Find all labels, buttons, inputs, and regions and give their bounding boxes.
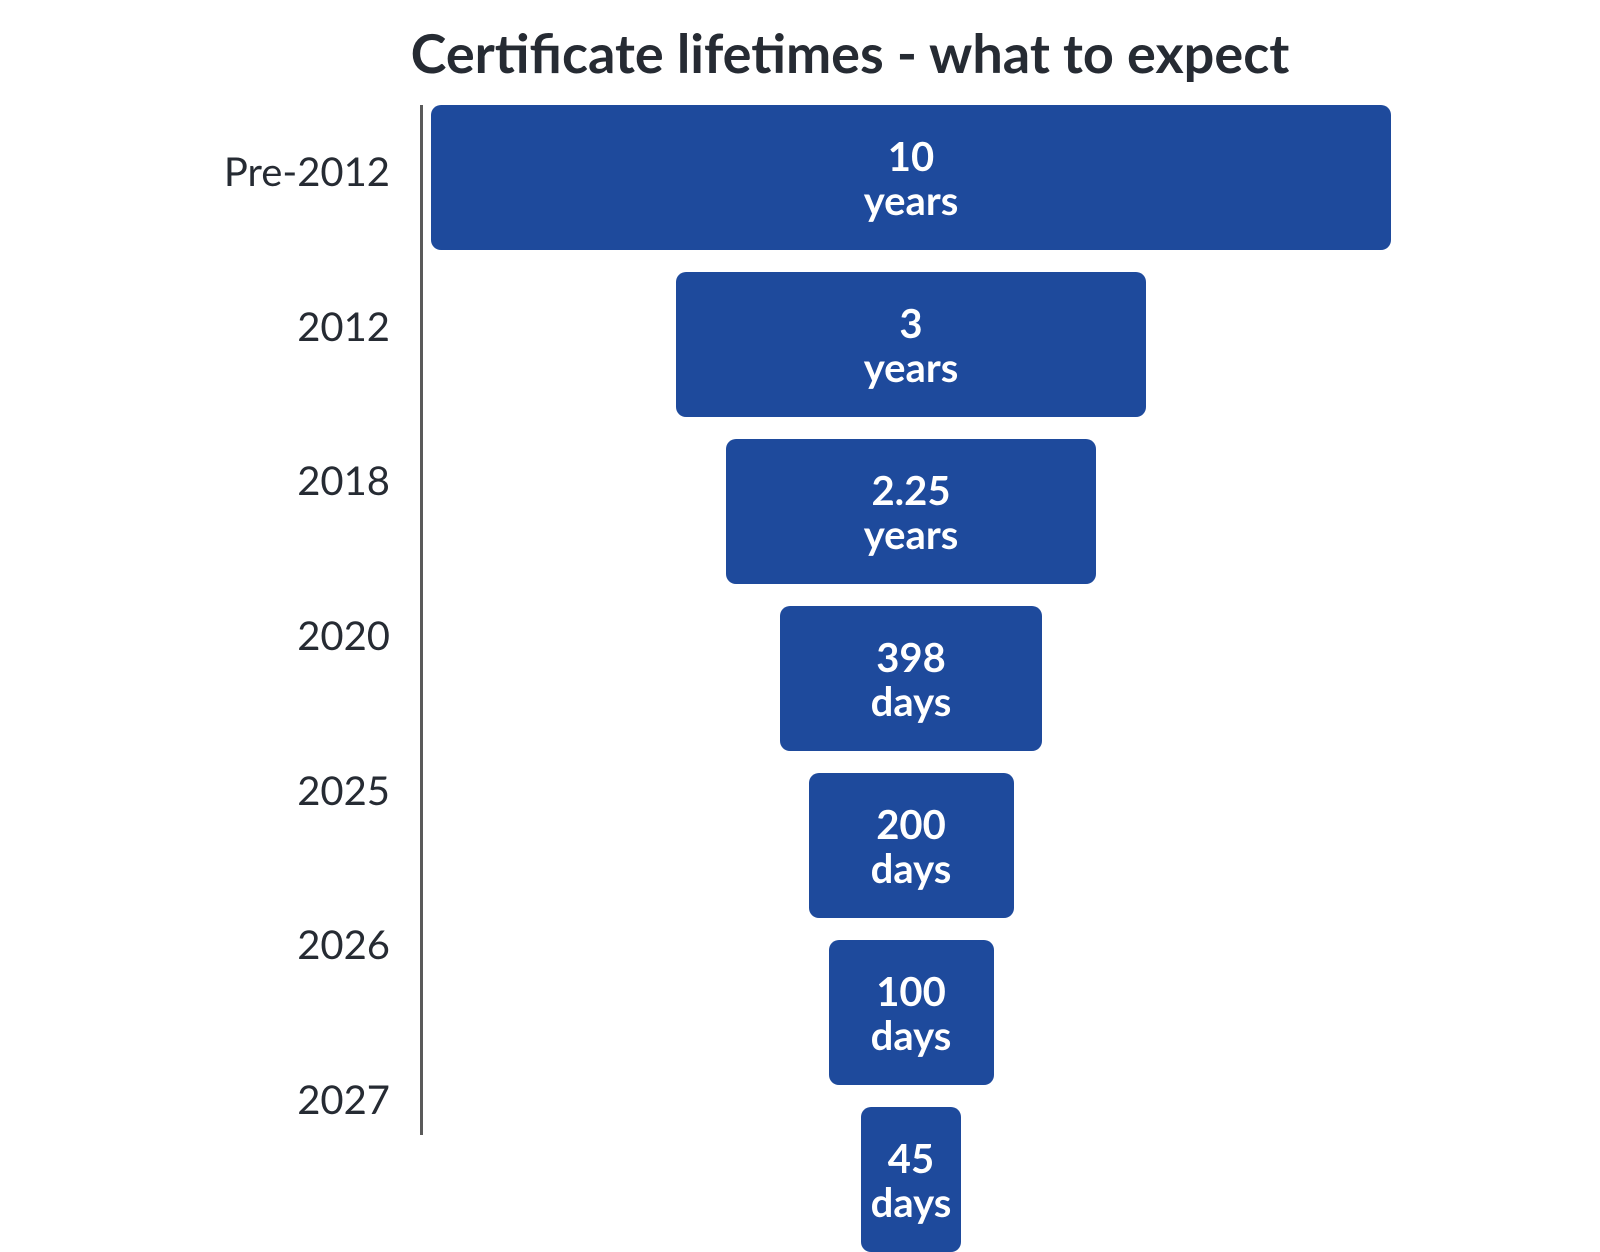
funnel-bar: 10years: [431, 105, 1391, 250]
y-axis-label: 2020: [297, 569, 390, 702]
bars-column: 10years3years2.25years398days200days100d…: [423, 105, 1520, 1165]
bar-value: 3: [899, 301, 922, 345]
y-axis-labels: Pre-2012 2012 2018 2020 2025 2026 2027: [80, 105, 420, 1165]
chart-area: Pre-2012201220182020202520262027 10years…: [80, 105, 1520, 1165]
bar-unit: days: [871, 1180, 952, 1224]
bar-unit: days: [871, 679, 952, 723]
bar-unit: days: [871, 1013, 952, 1057]
bar-unit: days: [871, 846, 952, 890]
bar-row: 398days: [431, 606, 1391, 751]
bar-row: 2.25years: [431, 439, 1391, 584]
y-axis-label: 2026: [297, 878, 390, 1011]
y-axis-label-text: 2012: [297, 302, 390, 350]
funnel-bar: 45days: [861, 1107, 961, 1252]
y-axis-label-text: 2026: [297, 920, 390, 968]
bar-value: 100: [876, 969, 946, 1013]
y-axis-label-text: 2027: [297, 1075, 390, 1123]
y-axis-label-text: 2025: [297, 766, 390, 814]
bar-row: 100days: [431, 940, 1391, 1085]
y-axis-label-text: Pre-2012: [224, 147, 390, 195]
y-axis-label: 2018: [297, 414, 390, 547]
bar-value: 45: [888, 1136, 934, 1180]
bar-value: 200: [876, 802, 946, 846]
bar-value: 2.25: [871, 468, 950, 512]
y-axis-label: Pre-2012: [224, 105, 390, 238]
bar-unit: years: [864, 178, 959, 222]
y-axis-label-text: 2018: [297, 456, 390, 504]
bar-unit: years: [864, 345, 959, 389]
funnel-bar: 2.25years: [726, 439, 1096, 584]
funnel-bar: 100days: [829, 940, 994, 1085]
bar-value: 10: [888, 134, 934, 178]
funnel-bar: 3years: [676, 272, 1146, 417]
bar-value: 398: [876, 635, 946, 679]
y-axis-label: 2027: [297, 1032, 390, 1165]
bar-row: 200days: [431, 773, 1391, 918]
chart-title: Certificate lifetimes - what to expect: [180, 20, 1520, 85]
bar-unit: years: [864, 512, 959, 556]
funnel-bar: 398days: [780, 606, 1042, 751]
y-axis-label: 2012: [297, 260, 390, 393]
bar-row: 3years: [431, 272, 1391, 417]
chart-container: Certificate lifetimes - what to expect P…: [0, 0, 1600, 1188]
funnel-bar: 200days: [809, 773, 1014, 918]
bar-row: 45days: [431, 1107, 1391, 1252]
y-axis-label-text: 2020: [297, 611, 390, 659]
y-axis-label: 2025: [297, 723, 390, 856]
bar-row: 10years: [431, 105, 1391, 250]
